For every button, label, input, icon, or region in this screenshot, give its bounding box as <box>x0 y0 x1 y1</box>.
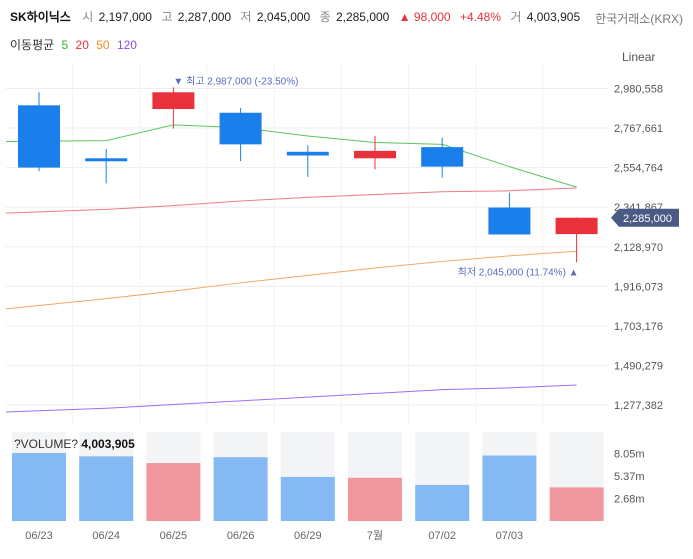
change-percent: +4.48% <box>459 10 501 24</box>
volume-axis-tick: 8.05m <box>614 448 645 460</box>
price-axis-tick: 2,767,661 <box>614 123 663 135</box>
high-annotation: ▼ 최고 2,987,000 (-23.50%) <box>173 75 298 87</box>
ma50-line <box>5 250 577 310</box>
volume-bar <box>213 457 268 521</box>
volume-bar <box>12 452 66 521</box>
volume-bar <box>415 484 470 521</box>
volume-bar <box>280 476 335 521</box>
ma-period-20[interactable]: 20 <box>75 38 89 52</box>
date-axis-tick: 06/24 <box>92 530 120 542</box>
low-value: 2,045,000 <box>256 10 311 24</box>
candle-body <box>555 217 598 235</box>
date-axis-tick: 7월 <box>367 529 383 542</box>
volume-label: 거 <box>510 10 522 24</box>
volume-bar <box>482 455 537 521</box>
low-label: 저 <box>240 10 252 24</box>
price-axis-tick: 1,916,073 <box>614 281 663 293</box>
volume-bar <box>348 477 402 521</box>
high-value: 2,287,000 <box>177 10 232 24</box>
high-label: 고 <box>161 10 173 24</box>
change-value: ▲ 98,000 <box>398 10 451 24</box>
volume-axis-tick: 2.68m <box>614 493 645 505</box>
volume-bar <box>549 487 604 521</box>
date-axis-tick: 07/03 <box>496 530 524 542</box>
price-axis-tick: 1,490,279 <box>614 360 663 372</box>
ma5-line <box>5 124 577 188</box>
low-annotation: 최저 2,045,000 (11.74%) ▲ <box>458 266 579 278</box>
ma120-line <box>5 384 577 413</box>
stock-name: SK하이닉스 <box>10 10 71 24</box>
volume-bar <box>79 456 134 521</box>
volume-axis-tick: 5.37m <box>614 471 645 483</box>
date-axis-tick: 06/23 <box>25 530 53 542</box>
close-label: 종 <box>319 10 331 24</box>
moving-average-legend[interactable]: 이동평균 5 20 50 120 <box>10 36 141 53</box>
moving-average-label: 이동평균 <box>10 38 55 52</box>
open-label: 시 <box>82 10 94 24</box>
candle-body <box>219 112 262 145</box>
ma-period-50[interactable]: 50 <box>96 38 110 52</box>
date-axis-tick: 07/02 <box>428 530 456 542</box>
volume-panel-value: 4,003,905 <box>81 437 135 451</box>
price-axis-tick: 2,128,970 <box>614 242 663 254</box>
last-price-tag <box>611 208 679 227</box>
candle-body <box>286 151 329 156</box>
ma-period-120[interactable]: 120 <box>116 38 137 52</box>
candle-body <box>488 207 531 235</box>
date-axis-tick: 06/25 <box>160 530 188 542</box>
price-axis-tick: 2,554,764 <box>614 163 663 175</box>
ma20-line <box>5 187 577 214</box>
price-axis-tick: 1,703,176 <box>614 321 663 333</box>
price-axis-tick: 2,980,558 <box>614 83 663 95</box>
candle-body <box>354 150 396 159</box>
last-price-label: 2,285,000 <box>623 213 672 225</box>
candle-body <box>18 105 60 168</box>
close-value: 2,285,000 <box>335 10 390 24</box>
ma-period-5[interactable]: 5 <box>61 38 69 52</box>
price-summary-header: SK하이닉스 시 2,197,000 고 2,287,000 저 2,045,0… <box>10 8 586 25</box>
volume-value: 4,003,905 <box>526 10 581 24</box>
volume-panel-title: ?VOLUME? 4,003,905 <box>14 437 135 451</box>
candle-body <box>85 158 128 162</box>
candle-body <box>152 92 195 110</box>
volume-bar <box>146 463 201 521</box>
date-axis-tick: 06/29 <box>294 530 322 542</box>
scale-toggle-button[interactable]: Linear <box>622 50 656 64</box>
volume-panel-label: ?VOLUME? <box>14 437 79 451</box>
open-value: 2,197,000 <box>98 10 152 24</box>
exchange-label: 한국거래소(KRX) <box>595 12 683 26</box>
candle-body <box>421 147 464 167</box>
date-axis-tick: 06/26 <box>227 530 255 542</box>
price-axis-tick: 1,277,382 <box>614 400 663 412</box>
